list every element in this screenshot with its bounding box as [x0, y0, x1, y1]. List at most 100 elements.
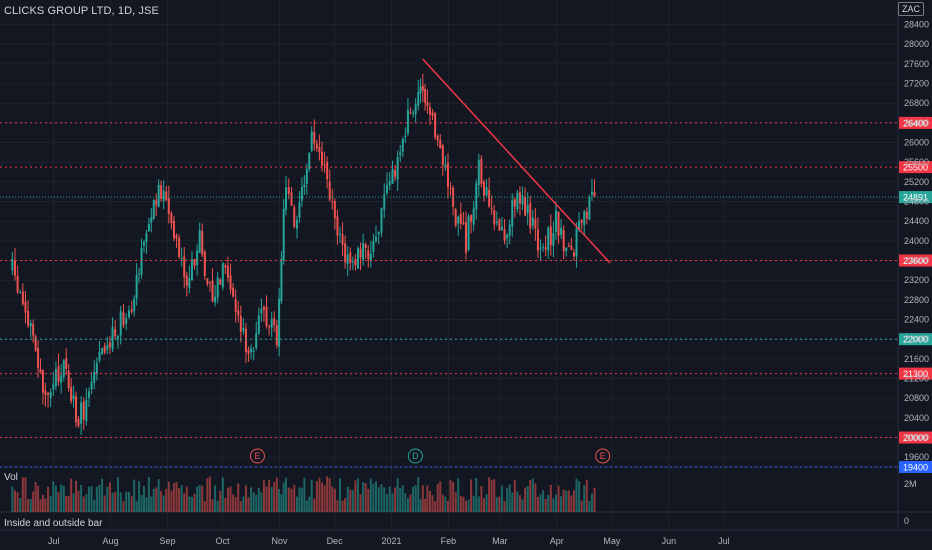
candle-body — [170, 213, 173, 224]
volume-bar — [572, 490, 575, 512]
volume-bar — [133, 479, 136, 512]
candle-body — [122, 312, 125, 326]
volume-bar — [452, 481, 455, 512]
volume-bar — [52, 481, 55, 512]
candle-body — [216, 277, 219, 298]
candle-body — [147, 223, 150, 231]
volume-bar — [116, 477, 119, 512]
candle-body — [265, 306, 268, 327]
volume-bar — [567, 490, 570, 512]
candle-body — [424, 88, 427, 103]
candle-body — [480, 158, 483, 185]
candle-body — [369, 253, 372, 261]
candle-body — [44, 390, 47, 396]
volume-bar — [464, 500, 467, 512]
volume-bar — [221, 477, 224, 512]
volume-bar — [346, 486, 349, 512]
candle-body — [80, 402, 83, 424]
candle-body — [572, 252, 575, 257]
volume-bar — [500, 485, 503, 512]
candle-body — [268, 326, 271, 328]
volume-bar — [531, 478, 534, 512]
volume-bar — [193, 493, 196, 512]
volume-bar — [237, 483, 240, 512]
volume-bar — [140, 494, 143, 512]
candle-body — [21, 291, 24, 305]
volume-bar — [90, 485, 93, 512]
volume-bar — [226, 487, 229, 512]
volume-bar — [290, 488, 293, 512]
volume-bar — [13, 490, 16, 512]
volume-bar — [490, 480, 493, 512]
volume-bar — [162, 495, 165, 512]
last-price-label: 24891 — [903, 193, 928, 203]
volume-bar — [439, 481, 442, 512]
volume-bar — [287, 487, 290, 512]
candle-body — [229, 275, 232, 290]
volume-bar — [542, 490, 545, 512]
volume-bar — [250, 487, 253, 512]
candle-body — [531, 217, 534, 226]
volume-bar — [32, 491, 35, 512]
volume-bar — [388, 486, 391, 512]
volume-bar — [67, 496, 70, 512]
candle-body — [593, 191, 596, 198]
volume-bar — [98, 484, 101, 512]
volume-bar — [513, 479, 516, 512]
candle-body — [208, 281, 211, 283]
volume-bar — [498, 496, 501, 512]
candle-body — [37, 348, 40, 369]
volume-bar — [155, 487, 158, 512]
y-tick-label: 27200 — [904, 79, 929, 89]
y-tick-label: 22400 — [904, 315, 929, 325]
candle-body — [257, 315, 260, 334]
candle-body — [278, 298, 281, 347]
y-tick-label: 23600 — [904, 256, 929, 266]
y-tick-label: 24400 — [904, 216, 929, 226]
volume-bar — [377, 487, 380, 512]
candle-body — [138, 273, 141, 275]
candle-body — [511, 200, 514, 227]
trendline[interactable] — [422, 58, 611, 264]
y-tick-label: 26800 — [904, 98, 929, 108]
candle-body — [506, 234, 509, 239]
candle-body — [536, 229, 539, 251]
volume-bar — [39, 499, 42, 512]
volume-bar — [313, 498, 316, 512]
symbol-header[interactable]: CLICKS GROUP LTD, 1D, JSE — [4, 5, 159, 17]
candle-body — [226, 266, 229, 278]
candle-body — [290, 192, 293, 206]
candle-body — [475, 183, 478, 210]
candle-body — [106, 344, 109, 350]
candle-body — [206, 278, 209, 285]
volume-bar — [477, 496, 480, 512]
candle-body — [554, 210, 557, 232]
y-tick-label: 22000 — [904, 334, 929, 344]
candle-body — [557, 211, 560, 236]
volume-bar — [34, 481, 37, 512]
y-tick-label: 21200 — [904, 374, 929, 384]
y-tick-label: 28400 — [904, 20, 929, 30]
candle-body — [65, 358, 68, 369]
candle-body — [439, 140, 442, 149]
volume-bar — [557, 485, 560, 512]
volume-bar — [570, 495, 573, 512]
volume-bar — [298, 487, 301, 512]
volume-bar — [331, 486, 334, 512]
volume-bar — [24, 477, 27, 512]
volume-bar — [203, 501, 206, 512]
volume-bar — [167, 481, 170, 512]
x-tick-label: Aug — [103, 536, 119, 546]
event-marker-E[interactable] — [249, 448, 265, 464]
candle-body — [234, 299, 237, 312]
volume-bar — [130, 496, 133, 512]
event-marker-D[interactable] — [407, 448, 423, 464]
volume-bar — [127, 491, 130, 512]
volume-bar — [364, 482, 367, 512]
volume-bar — [412, 486, 415, 512]
volume-bar — [441, 494, 444, 512]
volume-bar — [428, 490, 431, 512]
event-marker-E[interactable] — [595, 448, 611, 464]
currency-badge[interactable]: ZAC — [898, 2, 924, 16]
